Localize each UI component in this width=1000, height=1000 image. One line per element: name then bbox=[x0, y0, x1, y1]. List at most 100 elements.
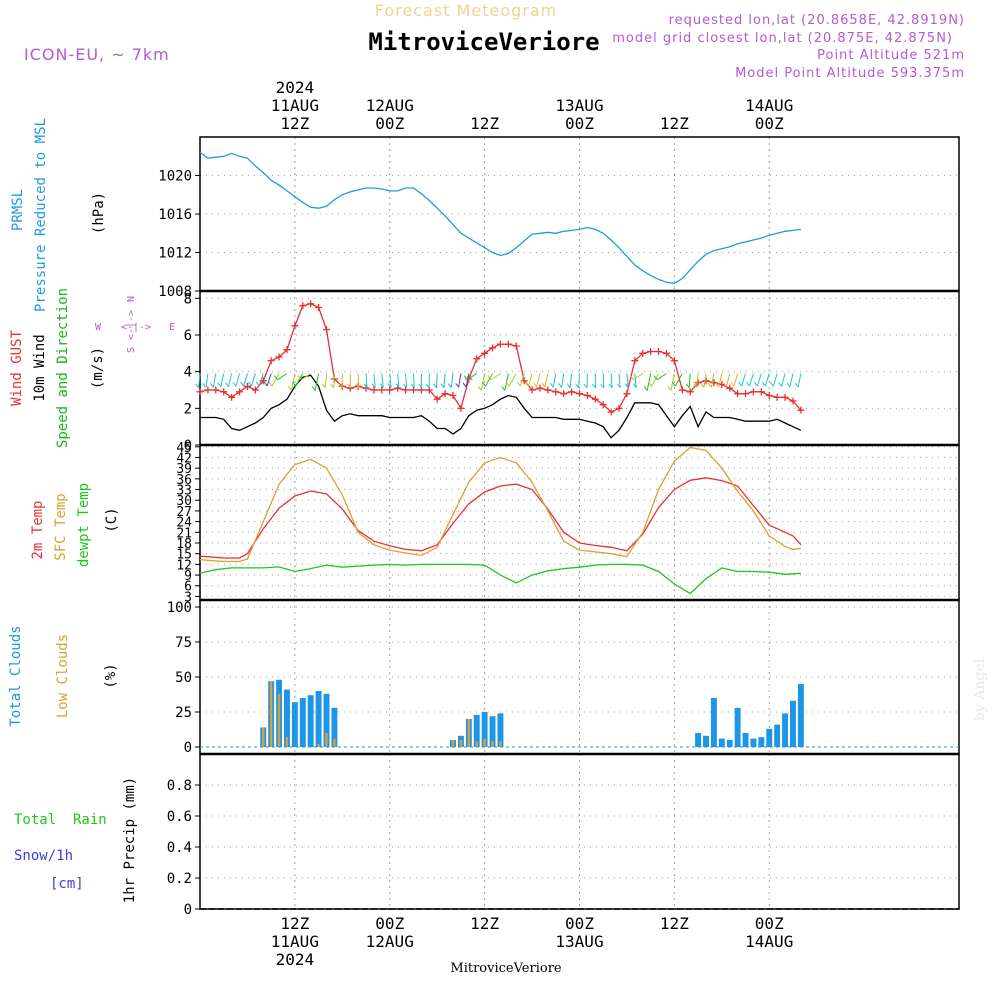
wind-dir-arrow bbox=[710, 373, 715, 388]
wind-dir-arrowhead bbox=[566, 383, 571, 388]
y-tick-label: 3 bbox=[184, 590, 192, 605]
y-tick-label: 6 bbox=[184, 328, 192, 344]
wind-dir-arrowhead bbox=[202, 383, 207, 388]
gust-marker bbox=[267, 357, 275, 365]
wind-dir-arrow bbox=[633, 373, 644, 381]
gust-marker bbox=[473, 355, 481, 363]
wind-dir-arrowhead bbox=[311, 386, 316, 391]
y-tick-label: 1020 bbox=[158, 169, 192, 185]
y-tick-label: 50 bbox=[175, 670, 192, 686]
total-clouds-bar bbox=[323, 693, 330, 747]
gust-marker bbox=[623, 390, 631, 398]
wind-dir-arrow bbox=[618, 373, 621, 388]
panel-frame bbox=[199, 599, 960, 755]
wind-dir-arrow bbox=[656, 373, 667, 381]
td-label: dewpt Temp bbox=[76, 483, 92, 567]
total-clouds-bar bbox=[473, 714, 480, 747]
gust-marker bbox=[489, 344, 497, 352]
wind-dir-arrow bbox=[465, 373, 470, 388]
gust-marker bbox=[243, 382, 251, 390]
wind-dir-arrow bbox=[205, 373, 209, 388]
total-clouds-bar bbox=[758, 737, 765, 747]
top-label: 12Z bbox=[470, 114, 499, 133]
snow-unit: [cm] bbox=[50, 876, 84, 892]
y-tick-label: 1008 bbox=[158, 284, 192, 300]
gust-marker bbox=[504, 340, 512, 348]
gust-marker bbox=[686, 388, 694, 396]
wind-dir-arrowhead bbox=[440, 383, 445, 389]
wind-dir-arrow bbox=[626, 373, 629, 388]
wind-dir-arrowhead bbox=[730, 382, 735, 387]
top-label: 00Z bbox=[755, 114, 784, 133]
gust-marker bbox=[726, 384, 734, 392]
total-clouds-bar bbox=[734, 707, 741, 747]
gust-marker bbox=[275, 353, 283, 361]
y-tick-label: 75 bbox=[175, 635, 192, 651]
wind-dir-arrowhead bbox=[263, 381, 268, 387]
wind-dir-arrow bbox=[674, 373, 683, 387]
wind-dir-arrowhead bbox=[387, 383, 392, 388]
wind-dir-arrowhead bbox=[648, 381, 652, 387]
total-clouds-bar bbox=[790, 700, 796, 747]
gust-marker bbox=[757, 388, 765, 396]
total-clouds-label: Total Clouds bbox=[8, 625, 24, 726]
gust-marker bbox=[204, 386, 212, 394]
total-clouds-bar bbox=[766, 728, 773, 747]
gust-marker bbox=[670, 357, 678, 365]
y-tick-label: 0.4 bbox=[167, 840, 192, 856]
top-label: 12Z bbox=[280, 114, 309, 133]
gust-marker bbox=[457, 404, 465, 412]
wind-dir-arrowhead bbox=[363, 383, 368, 389]
wind-dir-arrow bbox=[458, 373, 462, 388]
wind-dir-arrowhead bbox=[616, 383, 621, 389]
wind-dir-arrowhead bbox=[462, 382, 467, 388]
wind-dir-arrowhead bbox=[433, 383, 437, 389]
gust-marker bbox=[694, 379, 702, 387]
y-tick-label: 27 bbox=[176, 505, 192, 520]
wind-dir-arrow bbox=[610, 373, 613, 388]
y-tick-label: 45 bbox=[176, 441, 192, 456]
wind-dir-arrow bbox=[703, 373, 707, 388]
wind-dir-arrow bbox=[198, 373, 201, 388]
wind-dir-arrowhead bbox=[558, 383, 563, 388]
bottom-label: 00Z bbox=[565, 914, 594, 933]
wind-dir-arrowhead bbox=[240, 381, 245, 387]
y-tick-label: 12 bbox=[176, 558, 192, 573]
y-tick-label: 33 bbox=[176, 484, 192, 499]
wind-dir-arrowhead bbox=[715, 382, 720, 388]
top-label: 12Z bbox=[660, 114, 689, 133]
wind-dir-arrowhead bbox=[624, 383, 629, 388]
gust-marker bbox=[212, 386, 220, 394]
gust-marker bbox=[283, 346, 291, 354]
wind-dir-arrowhead bbox=[217, 382, 222, 388]
total-clouds-bar bbox=[782, 713, 789, 747]
gust-marker bbox=[576, 390, 583, 398]
panel-frame bbox=[199, 290, 960, 446]
wind-dir-arrow bbox=[741, 373, 747, 387]
wind-dir-arrow bbox=[365, 373, 368, 388]
model-altitude: Model Point Altitude 593.375m bbox=[735, 66, 965, 81]
wind-dir-arrow bbox=[314, 373, 320, 391]
bottom-label: 00Z bbox=[375, 914, 404, 933]
y-tick-label: 39 bbox=[176, 462, 192, 477]
credit: by Angel bbox=[972, 658, 988, 721]
wind-dir-arrowhead bbox=[753, 381, 758, 387]
wind-dir-arrow bbox=[212, 373, 217, 388]
wind-line bbox=[200, 374, 802, 439]
gust-marker bbox=[370, 386, 378, 394]
c-unit: (C) bbox=[104, 507, 120, 532]
compass-n: N bbox=[126, 296, 137, 302]
wind-dir-arrowhead bbox=[575, 383, 579, 389]
wind-dir-arrowhead bbox=[410, 383, 415, 389]
wind-dir-arrowhead bbox=[505, 381, 510, 387]
total-clouds-bar bbox=[489, 716, 496, 747]
total-clouds-bar bbox=[742, 733, 749, 747]
t2m-label: 2m Temp bbox=[30, 500, 46, 559]
panel-frame bbox=[199, 136, 960, 292]
wind-dir-arrow bbox=[443, 373, 446, 388]
y-tick-label: 100 bbox=[167, 600, 192, 616]
wind-dir-arrow bbox=[527, 373, 533, 387]
bottom-label: 12Z bbox=[660, 914, 689, 933]
gust-marker bbox=[702, 377, 710, 385]
wind-dir-arrowhead bbox=[425, 383, 430, 389]
